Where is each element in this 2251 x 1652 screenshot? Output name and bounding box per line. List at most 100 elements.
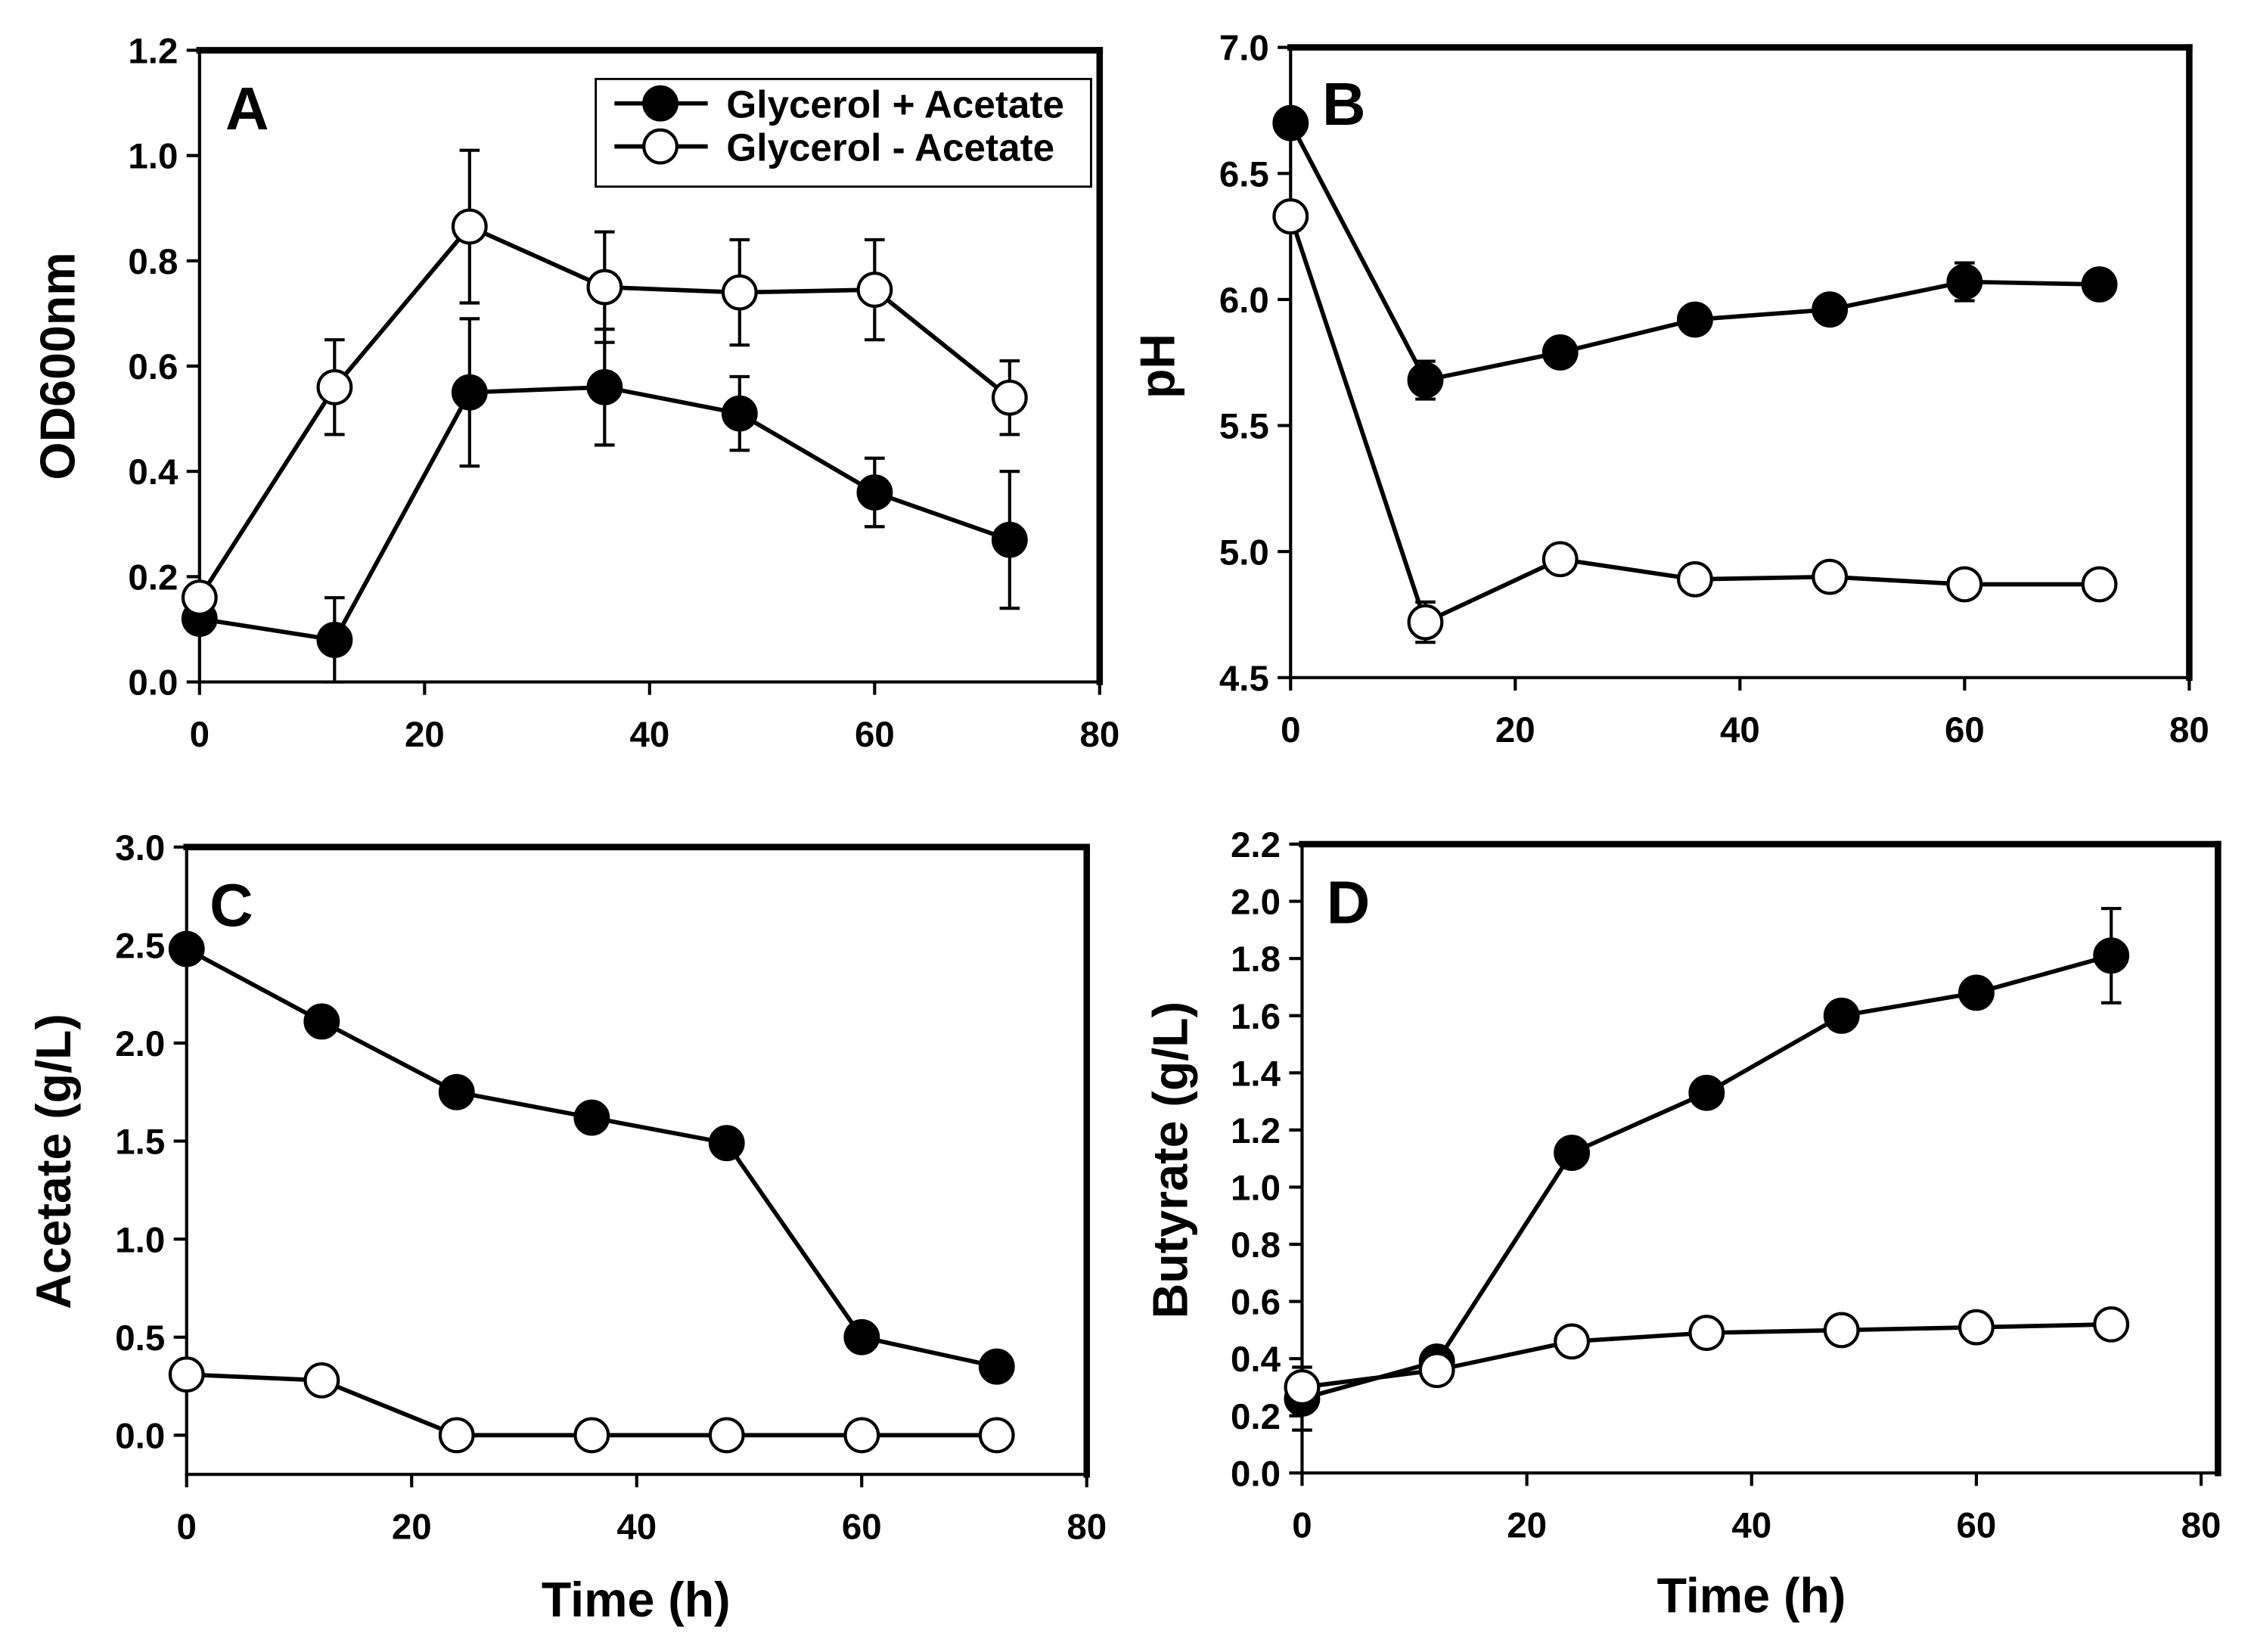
data-point xyxy=(1958,1309,1995,1346)
data-point xyxy=(316,622,353,658)
y-axis-title: OD600nm xyxy=(31,252,85,480)
series-glycerol-plus-acetate xyxy=(181,317,1028,684)
legend-label: Glycerol - Acetate xyxy=(726,126,1054,169)
y-tick-label: 0.0 xyxy=(1231,1454,1281,1494)
y-tick-label: 0.5 xyxy=(115,1318,165,1359)
y-tick-label: 6.5 xyxy=(1219,154,1269,194)
x-tick-label: 60 xyxy=(1945,710,1985,750)
x-tick-label: 60 xyxy=(1957,1506,1997,1546)
data-point xyxy=(1407,604,1444,641)
series-glycerol-minus-acetate xyxy=(1272,198,2118,644)
legend-entry-glycerol-plus-acetate: Glycerol + Acetate xyxy=(614,83,1064,126)
panel-label: D xyxy=(1327,868,1371,936)
data-point xyxy=(991,379,1028,416)
data-point xyxy=(843,1318,880,1355)
data-point xyxy=(586,269,623,306)
y-tick-label: 5.0 xyxy=(1219,533,1269,573)
x-tick-label: 80 xyxy=(1079,715,1119,755)
data-point xyxy=(586,368,623,405)
legend-label: Glycerol + Acetate xyxy=(726,83,1064,126)
y-tick-label: 6.0 xyxy=(1219,281,1269,321)
data-point xyxy=(1812,558,1849,595)
y-tick-label: 0.8 xyxy=(128,242,178,282)
data-point xyxy=(1542,334,1579,371)
data-point xyxy=(1407,362,1444,399)
data-point xyxy=(1272,198,1309,234)
data-point xyxy=(2081,566,2118,603)
data-point xyxy=(1418,1352,1455,1389)
y-tick-label: 0.4 xyxy=(128,452,179,492)
series-glycerol-plus-acetate xyxy=(1284,906,2130,1432)
data-point xyxy=(1946,566,1983,603)
data-point xyxy=(1284,1369,1321,1405)
legend-swatch-marker xyxy=(642,85,678,122)
x-tick-label: 0 xyxy=(1281,710,1300,750)
y-axis-title: pH xyxy=(1131,334,1185,399)
x-tick-label: 40 xyxy=(1720,710,1760,750)
panel-a: 0.0 0.2 0.4 0.6 0.8 1.0 1.2 0 20 40 60 80 OD600nm A Gl… xyxy=(31,32,1120,755)
series-glycerol-plus-acetate xyxy=(1272,104,2118,401)
data-point xyxy=(721,274,758,311)
x-tick-label: 80 xyxy=(1067,1508,1107,1548)
y-tick-label: 2.2 xyxy=(1231,825,1281,865)
data-point xyxy=(1823,1312,1860,1349)
data-point xyxy=(1958,974,1995,1011)
x-tick-label: 40 xyxy=(1731,1506,1771,1546)
data-point xyxy=(451,374,488,411)
x-tick-label: 20 xyxy=(392,1508,432,1548)
data-point xyxy=(856,474,893,511)
x-tick-label: 0 xyxy=(190,715,210,755)
y-tick-label: 1.5 xyxy=(115,1123,165,1163)
y-tick-label: 1.0 xyxy=(128,137,178,177)
y-tick-label: 0.2 xyxy=(128,557,178,598)
data-point xyxy=(2093,1306,2130,1343)
series-glycerol-minus-acetate xyxy=(1284,1306,2130,1405)
y-tick-label: 1.0 xyxy=(1231,1169,1281,1209)
x-tick-label: 40 xyxy=(616,1508,657,1548)
panel-b: 4.5 5.0 5.5 6.0 6.5 7.0 0 20 40 60 80 pH B xyxy=(1131,29,2209,751)
data-point xyxy=(168,930,205,967)
y-tick-label: 0.0 xyxy=(128,663,178,703)
x-tick-label: 20 xyxy=(1495,710,1535,750)
panel-label: C xyxy=(210,871,253,939)
data-point xyxy=(303,1362,340,1399)
x-axis-title: Time (h) xyxy=(542,1573,731,1627)
y-tick-label: 3.0 xyxy=(115,828,165,868)
y-tick-label: 1.0 xyxy=(115,1220,165,1260)
data-point xyxy=(438,1417,475,1454)
data-point xyxy=(573,1417,610,1454)
x-tick-label: 80 xyxy=(2181,1506,2222,1546)
series-glycerol-minus-acetate xyxy=(181,148,1028,616)
data-point xyxy=(1688,1315,1725,1351)
y-tick-label: 5.5 xyxy=(1219,407,1269,447)
series-line xyxy=(1288,122,2100,383)
data-point xyxy=(1688,1074,1725,1111)
data-point xyxy=(438,1073,475,1110)
x-tick-label: 0 xyxy=(1292,1506,1312,1546)
data-point xyxy=(978,1417,1015,1454)
data-point xyxy=(1554,1323,1590,1360)
x-tick-label: 60 xyxy=(842,1508,882,1548)
data-point xyxy=(1677,560,1713,598)
y-tick-label: 0.2 xyxy=(1231,1397,1281,1437)
y-tick-label: 0.4 xyxy=(1231,1340,1281,1380)
y-tick-label: 0.6 xyxy=(1231,1283,1281,1323)
data-point xyxy=(978,1348,1015,1385)
x-tick-label: 20 xyxy=(405,715,445,755)
data-point xyxy=(168,1356,205,1393)
y-axis-title: Butyrate (g/L) xyxy=(1144,1001,1198,1318)
data-point xyxy=(1272,104,1309,141)
y-axis-title: Acetate (g/L) xyxy=(26,1014,81,1309)
y-tick-label: 2.5 xyxy=(115,926,165,966)
y-tick-label: 2.0 xyxy=(1231,883,1281,923)
data-point xyxy=(303,1003,340,1040)
legend-swatch-marker xyxy=(642,128,678,165)
x-axis-title: Time (h) xyxy=(1657,1568,1846,1622)
y-tick-label: 1.4 xyxy=(1231,1054,1281,1094)
y-tick-label: 0.6 xyxy=(128,347,178,387)
series-glycerol-minus-acetate xyxy=(168,1356,1015,1454)
data-point xyxy=(856,272,893,308)
legend-entry-glycerol-minus-acetate: Glycerol - Acetate xyxy=(614,126,1054,169)
